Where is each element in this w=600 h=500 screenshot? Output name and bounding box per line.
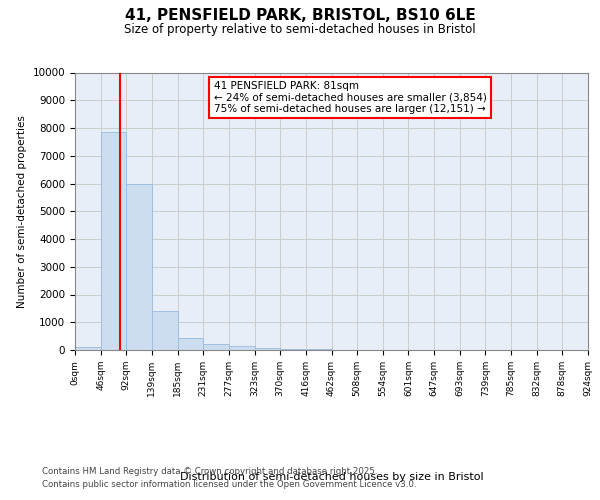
Text: Contains HM Land Registry data © Crown copyright and database right 2025.: Contains HM Land Registry data © Crown c… — [42, 467, 377, 476]
Bar — [203, 344, 229, 350]
Text: Contains public sector information licensed under the Open Government Licence v3: Contains public sector information licen… — [42, 480, 416, 489]
Bar — [152, 311, 178, 350]
Bar — [178, 338, 203, 350]
Bar — [75, 347, 101, 350]
Bar — [254, 348, 280, 350]
Bar — [127, 184, 152, 350]
Y-axis label: Number of semi-detached properties: Number of semi-detached properties — [17, 115, 27, 308]
X-axis label: Distribution of semi-detached houses by size in Bristol: Distribution of semi-detached houses by … — [179, 472, 484, 482]
Bar — [280, 348, 306, 350]
Text: 41, PENSFIELD PARK, BRISTOL, BS10 6LE: 41, PENSFIELD PARK, BRISTOL, BS10 6LE — [125, 8, 475, 22]
Bar — [101, 132, 127, 350]
Text: Size of property relative to semi-detached houses in Bristol: Size of property relative to semi-detach… — [124, 22, 476, 36]
Text: 41 PENSFIELD PARK: 81sqm
← 24% of semi-detached houses are smaller (3,854)
75% o: 41 PENSFIELD PARK: 81sqm ← 24% of semi-d… — [214, 81, 487, 114]
Bar — [229, 346, 254, 350]
